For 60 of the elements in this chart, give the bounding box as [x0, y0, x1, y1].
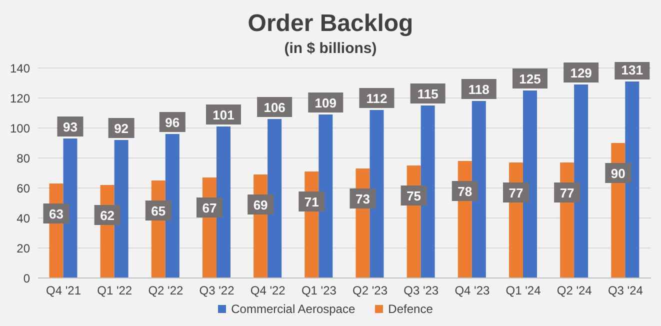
bar [370, 110, 384, 278]
x-tick-label: Q4 '21 [46, 284, 82, 298]
data-label: 96 [165, 115, 180, 130]
data-label: 71 [304, 194, 319, 210]
data-label: 65 [151, 204, 166, 218]
data-label: 63 [49, 206, 64, 222]
bar [420, 106, 435, 278]
y-tick-label: 100 [10, 121, 30, 136]
y-tick-label: 0 [23, 271, 30, 286]
chart-subtitle: (in $ billions) [283, 40, 378, 59]
y-tick-label: 20 [16, 241, 30, 256]
data-label: 77 [508, 186, 524, 200]
data-label: 69 [253, 198, 268, 212]
x-tick-label: Q2 '22 [148, 284, 184, 298]
data-label: 93 [63, 120, 78, 134]
data-label: 78 [458, 184, 472, 199]
data-label: 125 [519, 72, 541, 86]
x-tick-label: Q3 '23 [404, 284, 439, 298]
x-tick-label: Q3 '24 [608, 284, 644, 298]
x-tick-label: Q4 '23 [454, 284, 490, 298]
data-label: 112 [366, 91, 388, 106]
x-tick-label: Q1 '22 [97, 284, 132, 298]
bar [114, 140, 128, 278]
x-tick-label: Q2 '24 [556, 284, 592, 298]
data-label: 73 [356, 192, 370, 206]
bar [318, 114, 333, 278]
bar [63, 138, 78, 278]
legend-label: Defence [387, 302, 433, 316]
data-label: 109 [314, 96, 337, 110]
data-label: 106 [264, 100, 286, 115]
bar [216, 126, 230, 278]
data-label: 101 [212, 108, 234, 122]
data-label: 90 [610, 166, 626, 181]
y-tick-label: 140 [10, 61, 30, 76]
data-label: 62 [100, 208, 115, 223]
data-label: 129 [570, 66, 592, 80]
chart-title: Order Backlog [246, 10, 414, 39]
data-label: 115 [417, 86, 438, 102]
x-tick-label: Q2 '23 [352, 284, 388, 298]
data-label: 131 [621, 62, 644, 78]
data-label: 92 [114, 121, 129, 136]
bar [472, 101, 486, 278]
bar [522, 90, 537, 278]
x-tick-label: Q1 '23 [301, 284, 337, 298]
bar [625, 82, 640, 278]
x-tick-label: Q4 '22 [250, 284, 286, 298]
y-tick-label: 80 [16, 151, 30, 166]
bar [268, 119, 282, 278]
x-tick-label: Q1 '24 [506, 284, 542, 298]
y-tick-label: 60 [16, 181, 30, 196]
data-label: 75 [406, 188, 422, 204]
x-tick-label: Q3 '22 [199, 284, 235, 298]
bar [574, 84, 588, 278]
data-label: 118 [468, 82, 490, 97]
bar [165, 134, 180, 278]
data-label: 77 [560, 186, 574, 200]
y-tick-label: 120 [10, 91, 30, 106]
legend-label: Commercial Aerospace [230, 302, 356, 316]
y-tick-label: 40 [16, 211, 30, 226]
data-label: 67 [202, 200, 217, 216]
